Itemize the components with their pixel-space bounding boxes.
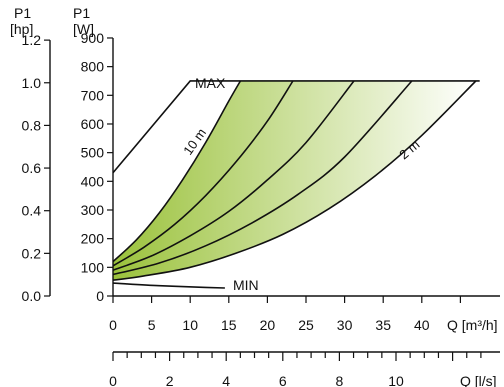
hp-tick-label: 1.0 [22, 75, 42, 91]
w-tick-label: 600 [81, 116, 105, 132]
q-m3h-tick-label: 35 [375, 317, 391, 333]
q-ls-axis-label: Q [l/s] [460, 373, 497, 387]
tick-labels: 01002003004005006007008009000.00.20.40.6… [22, 30, 430, 387]
w-axis-label-bottom: [W] [73, 21, 94, 37]
w-tick-label: 400 [81, 173, 105, 189]
q-ls-tick-label: 2 [166, 373, 174, 387]
power-curves [112, 80, 480, 289]
power-curve-3 [112, 80, 355, 271]
hp-axis-label-top: P1 [14, 5, 31, 21]
q-m3h-tick-label: 15 [221, 317, 237, 333]
q-m3h-tick-label: 5 [148, 317, 156, 333]
hp-tick-label: 0.6 [22, 160, 42, 176]
w-tick-label: 700 [81, 87, 105, 103]
hp-tick-label: 1.2 [22, 32, 42, 48]
q-ls-tick-label: 10 [388, 373, 404, 387]
efficiency-area [113, 81, 476, 281]
q-m3h-tick-label: 25 [298, 317, 314, 333]
w-tick-label: 0 [96, 288, 104, 304]
q-m3h-tick-label: 10 [182, 317, 198, 333]
hp-axis-label-bottom: [hp] [10, 21, 33, 37]
hp-tick-label: 0.8 [22, 117, 42, 133]
q-ls-tick-label: 6 [279, 373, 287, 387]
w-tick-label: 200 [81, 231, 105, 247]
w-axis-label-top: P1 [73, 5, 90, 21]
power-curve-2 [112, 80, 294, 267]
q-m3h-tick-label: 40 [414, 317, 430, 333]
w-tick-label: 100 [81, 259, 105, 275]
efficiency-fill-area [113, 81, 476, 281]
q-m3h-tick-label: 20 [260, 317, 276, 333]
q-m3h-tick-label: 30 [337, 317, 353, 333]
hp-tick-label: 0.4 [22, 203, 42, 219]
min-curve [112, 282, 225, 289]
w-tick-label: 900 [81, 30, 105, 46]
max-curve [112, 80, 480, 174]
power-curve-4 [112, 80, 413, 276]
hp-tick-label: 0.0 [22, 288, 42, 304]
q-ls-tick-label: 4 [222, 373, 230, 387]
w-tick-label: 800 [81, 59, 105, 75]
w-tick-label: 500 [81, 145, 105, 161]
axes [44, 37, 500, 361]
w-tick-label: 300 [81, 202, 105, 218]
q-ls-tick-label: 0 [109, 373, 117, 387]
power-curve-5 [112, 80, 477, 281]
power-curve-1 [112, 80, 242, 263]
q-m3h-axis-label: Q [m³/h] [447, 317, 498, 333]
q-m3h-tick-label: 0 [109, 317, 117, 333]
hp-tick-label: 0.2 [22, 245, 42, 261]
max-curve-label: MAX [195, 75, 226, 91]
min-curve-label: MIN [233, 277, 259, 293]
q-ls-tick-label: 8 [336, 373, 344, 387]
